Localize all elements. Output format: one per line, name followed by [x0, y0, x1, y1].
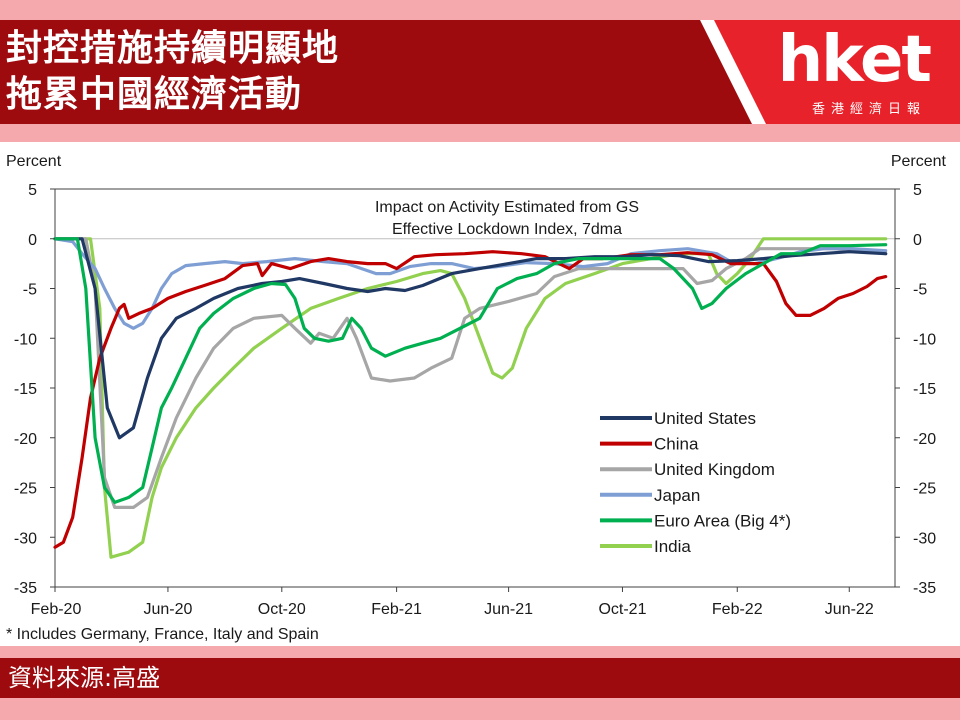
- series-line-japan: [53, 237, 888, 330]
- x-tick-label: Oct-20: [258, 601, 306, 618]
- y-tick-label-left: -30: [14, 530, 37, 547]
- title-line-1: 封控措施持續明顯地: [6, 28, 340, 69]
- pink-band: [0, 124, 960, 142]
- y-tick-label-left: -20: [14, 431, 37, 448]
- footer-stripe: [0, 646, 960, 658]
- y-tick-label-left: 0: [28, 232, 37, 249]
- x-tick-label: Jun-20: [143, 601, 192, 618]
- legend-label: India: [654, 537, 691, 556]
- logo-background: [700, 20, 960, 124]
- footer-banner: 資料來源:高盛: [0, 658, 960, 698]
- y-axis-label-right: Percent: [891, 153, 947, 170]
- y-tick-label-left: -15: [14, 381, 37, 398]
- y-tick-label-right: 5: [913, 182, 922, 199]
- legend-label: Euro Area (Big 4*): [654, 511, 791, 530]
- legend-label: United Kingdom: [654, 460, 775, 479]
- y-axis-label-left: Percent: [6, 153, 62, 170]
- chart-footnote: * Includes Germany, France, Italy and Sp…: [6, 626, 319, 643]
- y-tick-label-left: -5: [23, 282, 37, 299]
- x-tick-label: Jun-22: [825, 601, 874, 618]
- chart-legend: United States China United Kingdom Japan Eur…: [600, 409, 791, 556]
- legend-label: United States: [654, 409, 756, 428]
- series-line-united-kingdom: [53, 237, 888, 509]
- x-tick-label: Oct-21: [598, 601, 646, 618]
- y-tick-label-right: -5: [913, 282, 927, 299]
- y-tick-label-right: -20: [913, 431, 936, 448]
- legend-label: Japan: [654, 486, 700, 505]
- page-title: 封控措施持續明顯地 拖累中國經濟活動: [6, 26, 339, 118]
- y-tick-label-left: 5: [28, 182, 37, 199]
- top-stripe: [0, 0, 960, 20]
- series-line-india: [53, 237, 888, 559]
- y-tick-label-left: -10: [14, 331, 37, 348]
- series-line-china: [53, 250, 888, 549]
- title-line-2: 拖累中國經濟活動: [6, 74, 303, 115]
- legend-label: China: [654, 435, 699, 454]
- header-banner: 封控措施持續明顯地 拖累中國經濟活動 hket 香港經濟日報: [0, 20, 960, 124]
- chart-title-line-2: Effective Lockdown Index, 7dma: [392, 221, 622, 238]
- x-tick-label: Feb-21: [371, 601, 422, 618]
- x-tick-label: Jun-21: [484, 601, 533, 618]
- hket-logo: hket: [777, 23, 932, 97]
- x-tick-label: Feb-22: [712, 601, 763, 618]
- y-tick-label-right: -10: [913, 331, 936, 348]
- x-tick-label: Feb-20: [31, 601, 82, 618]
- y-tick-label-right: -15: [913, 381, 936, 398]
- y-tick-label-right: 0: [913, 232, 922, 249]
- hket-logo-subtitle: 香港經濟日報: [811, 102, 926, 117]
- source-note: 資料來源:高盛: [8, 664, 161, 692]
- lockdown-impact-chart: 5 0 -5 -10 -15 -20 -25 -30 -35 5 0 -5 -10 -15 -20 -25 -…: [0, 142, 960, 646]
- y-tick-label-right: -30: [913, 530, 936, 547]
- y-tick-label-left: -25: [14, 481, 37, 498]
- y-tick-label-right: -35: [913, 580, 936, 597]
- bottom-stripe: [0, 698, 960, 720]
- chart-title-line-1: Impact on Activity Estimated from GS: [375, 199, 639, 216]
- series-line-euro-area-big-4: [53, 237, 888, 504]
- series-line-united-states: [53, 237, 888, 440]
- y-tick-label-left: -35: [14, 580, 37, 597]
- y-tick-label-right: -25: [913, 481, 936, 498]
